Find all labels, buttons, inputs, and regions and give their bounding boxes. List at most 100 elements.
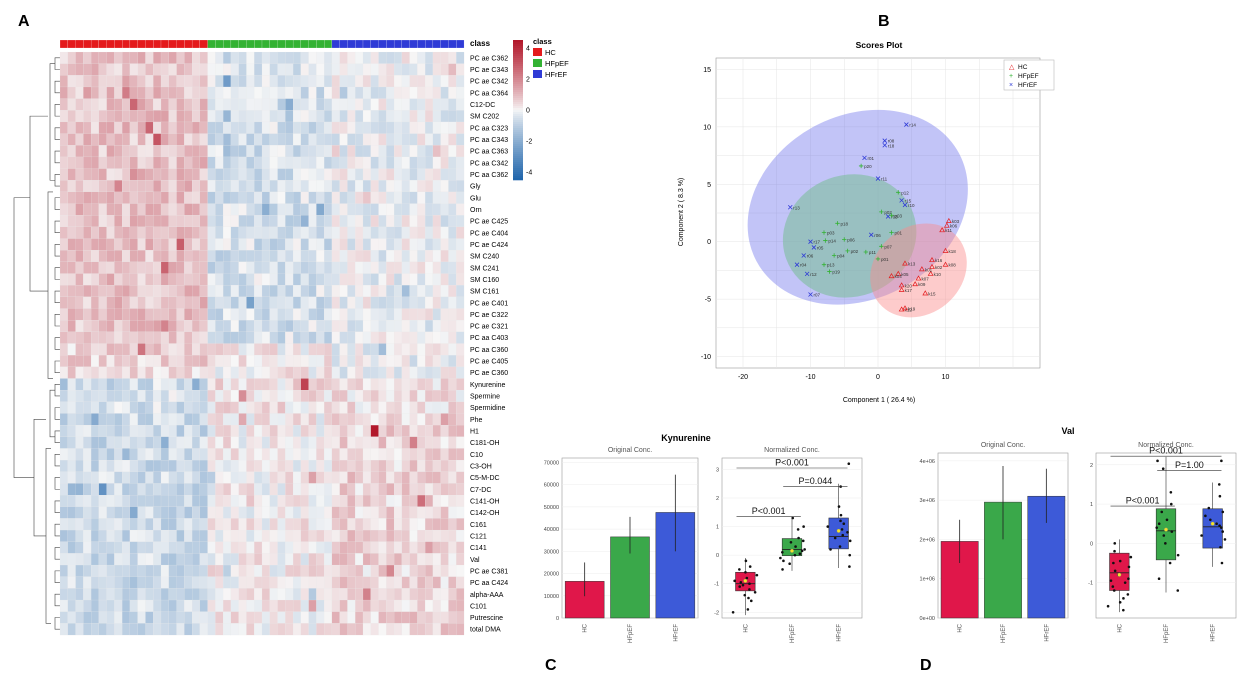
heatmap-cell <box>122 145 131 158</box>
heatmap-cell <box>238 63 247 76</box>
heatmap-cell <box>230 238 239 251</box>
heatmap-cell <box>215 285 224 297</box>
heatmap-cell <box>432 564 441 577</box>
heatmap-cell <box>409 518 418 531</box>
y-tick-label: -1 <box>1088 581 1093 587</box>
heatmap-cell <box>261 308 270 321</box>
heatmap-cell <box>176 145 185 158</box>
heatmap-cell <box>199 285 208 297</box>
jitter-point <box>1111 585 1115 588</box>
heatmap-cell <box>300 331 309 344</box>
heatmap-cell <box>417 86 426 99</box>
heatmap-cell <box>67 553 76 566</box>
heatmap-cell <box>106 611 115 624</box>
heatmap-cell <box>129 366 138 379</box>
heatmap-cell <box>425 191 434 204</box>
heatmap-cell <box>401 413 410 426</box>
heatmap-cell <box>215 425 224 437</box>
heatmap-cell <box>106 564 115 577</box>
heatmap-cell <box>207 86 216 99</box>
heatmap-cell <box>261 471 270 484</box>
heatmap-cell <box>230 250 239 263</box>
heatmap-cell <box>176 331 185 344</box>
heatmap-cell <box>347 366 356 379</box>
heatmap-cell <box>425 378 434 391</box>
heatmap-cell <box>230 285 239 297</box>
heatmap-cell <box>386 495 395 507</box>
heatmap-cell <box>347 448 356 461</box>
heatmap-cell <box>238 366 247 379</box>
heatmap-cell <box>223 588 232 601</box>
heatmap-cell <box>192 355 200 367</box>
y-tick-label: 30000 <box>544 549 559 555</box>
heatmap-cell <box>432 623 441 636</box>
heatmap-cell <box>254 471 263 484</box>
heatmap-cell <box>207 285 216 297</box>
heatmap-cell <box>432 436 441 449</box>
heatmap-cell <box>176 448 185 461</box>
scores-x-tick: 10 <box>942 374 950 381</box>
heatmap-cell <box>98 343 107 356</box>
heatmap-cell <box>300 110 309 123</box>
heatmap-cell <box>300 98 309 111</box>
heatmap-cell <box>168 564 177 577</box>
heatmap-cell <box>355 86 364 99</box>
heatmap-cell <box>59 308 68 321</box>
heatmap-cell <box>308 529 317 542</box>
heatmap-cell <box>370 215 379 228</box>
heatmap-cell <box>254 156 263 169</box>
jitter-point <box>1113 569 1117 573</box>
heatmap-cell <box>394 203 402 216</box>
heatmap-cell <box>370 285 379 297</box>
scores-legend-hfpef: HFpEF <box>1018 73 1039 80</box>
heatmap-cell <box>409 285 418 297</box>
heatmap-cell <box>285 390 294 402</box>
heatmap-cell <box>269 623 278 636</box>
heatmap-cell <box>238 390 247 402</box>
heatmap-cell <box>355 168 364 181</box>
heatmap-cell <box>223 448 232 461</box>
heatmap-cell <box>417 226 426 239</box>
heatmap-cell <box>199 98 208 111</box>
heatmap-cell <box>129 215 138 228</box>
heatmap-cell <box>394 564 402 577</box>
heatmap-cell <box>184 413 193 426</box>
heatmap-cell <box>215 378 224 391</box>
heatmap-cell <box>114 401 123 414</box>
heatmap-cell <box>355 238 364 251</box>
heatmap-cell <box>355 495 364 507</box>
heatmap-cell <box>75 250 84 263</box>
scores-point-label: r06 <box>807 253 814 258</box>
heatmap-cell <box>122 110 131 123</box>
heatmap-cell <box>207 133 216 146</box>
heatmap-cell <box>207 226 216 239</box>
heatmap-cell <box>432 180 441 193</box>
heatmap-cell <box>456 121 465 134</box>
jitter-point <box>847 462 851 466</box>
heatmap-cell <box>91 273 99 286</box>
heatmap-cell <box>355 215 364 228</box>
heatmap-cell <box>67 121 76 134</box>
heatmap-cell <box>91 611 99 624</box>
heatmap-cell <box>199 180 208 193</box>
class-bar-cell <box>432 39 441 49</box>
heatmap-cell <box>160 506 169 519</box>
heatmap-cell <box>440 355 449 367</box>
heatmap-cell <box>254 436 263 449</box>
heatmap-cell <box>67 331 76 344</box>
heatmap-cell <box>223 121 232 134</box>
heatmap-cell <box>114 110 123 123</box>
heatmap-cell <box>192 483 200 496</box>
jitter-point <box>848 565 851 568</box>
heatmap-cell <box>448 401 457 414</box>
heatmap-cell <box>230 86 239 99</box>
heatmap-cell <box>362 250 371 263</box>
heatmap-cell <box>324 261 333 274</box>
heatmap-cell <box>246 250 255 263</box>
heatmap-cell <box>238 110 247 123</box>
heatmap-cell <box>316 471 325 484</box>
heatmap-cell <box>261 168 270 181</box>
heatmap-cell <box>199 599 208 612</box>
heatmap-cell <box>137 296 146 309</box>
heatmap-cell <box>160 250 169 263</box>
